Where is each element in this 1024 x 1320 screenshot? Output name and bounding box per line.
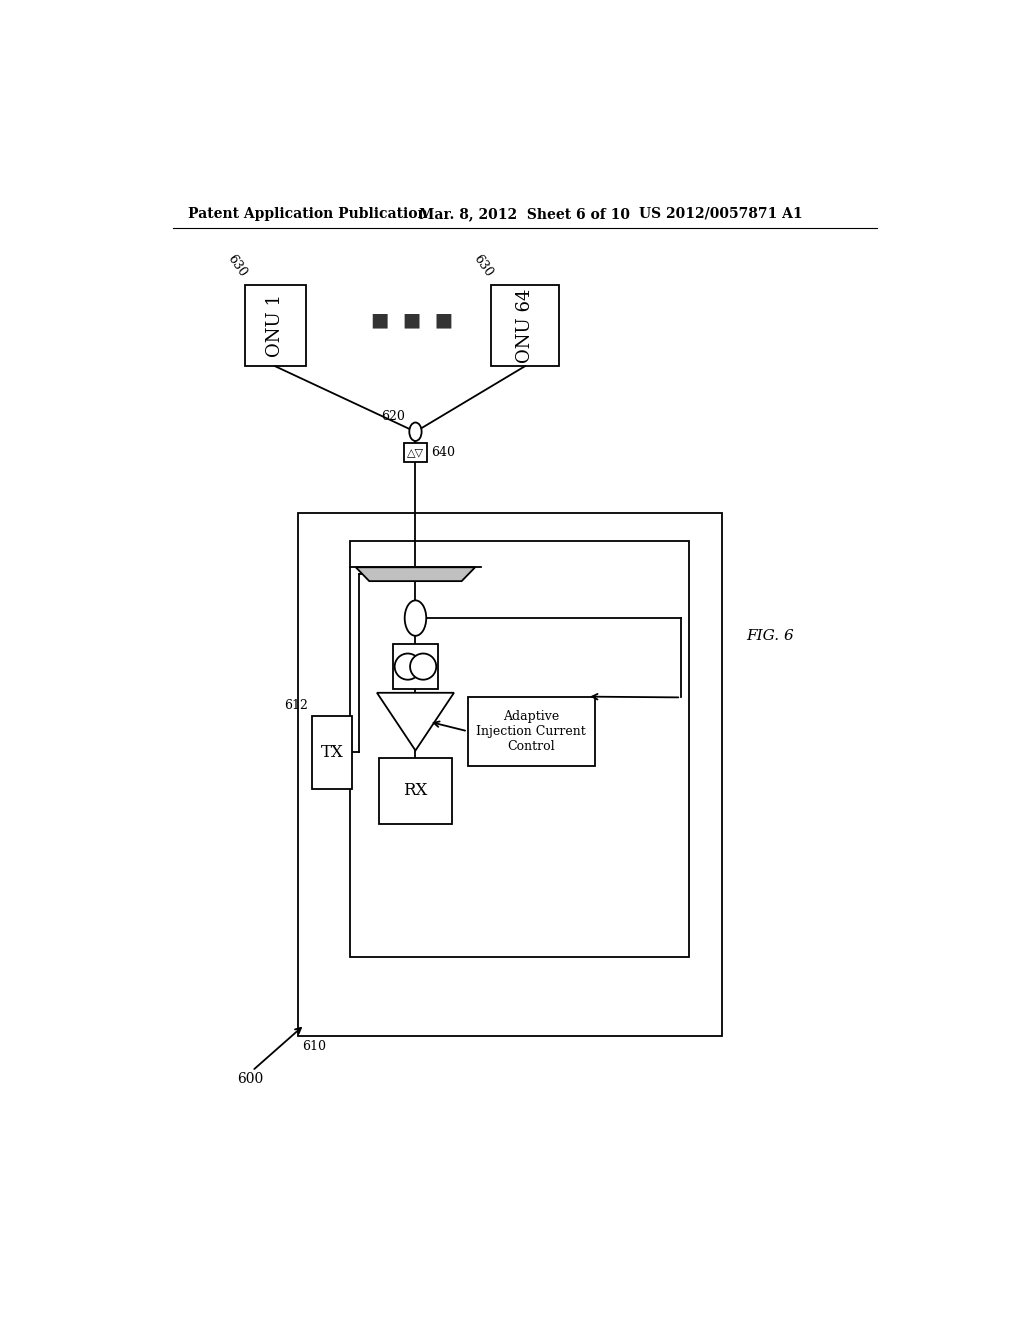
Ellipse shape <box>410 422 422 441</box>
Text: 610: 610 <box>302 1040 327 1053</box>
Bar <box>312 715 352 789</box>
Text: US 2012/0057871 A1: US 2012/0057871 A1 <box>639 207 803 220</box>
Text: FIG. 6: FIG. 6 <box>746 628 795 643</box>
Bar <box>379 758 452 824</box>
Text: ONU 1: ONU 1 <box>266 294 285 358</box>
Bar <box>245 285 306 367</box>
Polygon shape <box>355 568 475 581</box>
Text: ■  ■  ■: ■ ■ ■ <box>371 310 453 330</box>
Polygon shape <box>377 693 454 751</box>
Text: Adaptive
Injection Current
Control: Adaptive Injection Current Control <box>476 710 586 752</box>
Text: 640: 640 <box>431 446 455 458</box>
Text: Patent Application Publication: Patent Application Publication <box>188 207 428 220</box>
Text: 600: 600 <box>237 1072 263 1085</box>
Text: TX: TX <box>321 744 344 760</box>
Text: ONU 64: ONU 64 <box>516 289 534 363</box>
Text: Mar. 8, 2012  Sheet 6 of 10: Mar. 8, 2012 Sheet 6 of 10 <box>419 207 631 220</box>
Text: 630: 630 <box>224 252 249 280</box>
Bar <box>393 644 438 689</box>
Text: 612: 612 <box>285 700 308 711</box>
Text: 620: 620 <box>381 409 404 422</box>
Bar <box>350 541 689 957</box>
Bar <box>490 285 559 367</box>
Circle shape <box>394 653 421 680</box>
Bar <box>403 442 427 462</box>
Text: △▽: △▽ <box>407 447 424 457</box>
Bar <box>298 512 722 1036</box>
Text: 630: 630 <box>471 252 496 280</box>
Ellipse shape <box>404 601 426 636</box>
Text: RX: RX <box>403 783 428 800</box>
Circle shape <box>410 653 436 680</box>
Bar <box>468 697 595 766</box>
